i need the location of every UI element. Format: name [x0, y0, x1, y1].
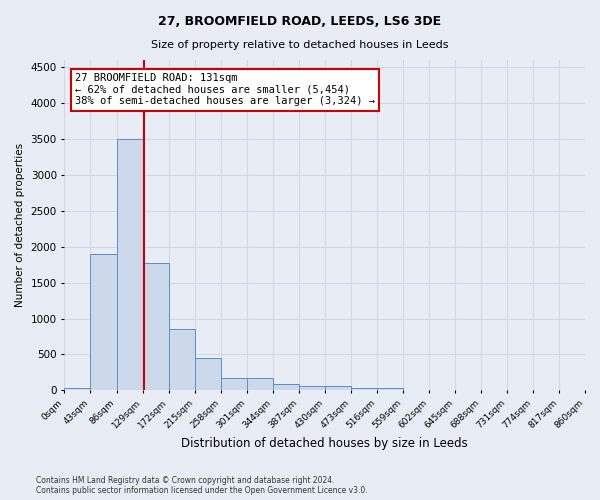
Bar [272, 384, 299, 390]
Bar [247, 378, 272, 390]
Y-axis label: Number of detached properties: Number of detached properties [15, 143, 25, 307]
Bar [143, 263, 169, 390]
Text: Contains HM Land Registry data © Crown copyright and database right 2024.
Contai: Contains HM Land Registry data © Crown c… [36, 476, 368, 495]
X-axis label: Distribution of detached houses by size in Leeds: Distribution of detached houses by size … [181, 437, 468, 450]
Bar [351, 388, 377, 390]
Bar [325, 386, 351, 390]
Bar [194, 358, 221, 390]
Bar [91, 254, 116, 390]
Text: 27 BROOMFIELD ROAD: 131sqm
← 62% of detached houses are smaller (5,454)
38% of s: 27 BROOMFIELD ROAD: 131sqm ← 62% of deta… [75, 73, 375, 106]
Bar [377, 388, 403, 390]
Bar [169, 330, 194, 390]
Bar [116, 139, 143, 390]
Bar [64, 388, 91, 390]
Bar [221, 378, 247, 390]
Text: 27, BROOMFIELD ROAD, LEEDS, LS6 3DE: 27, BROOMFIELD ROAD, LEEDS, LS6 3DE [158, 15, 442, 28]
Text: Size of property relative to detached houses in Leeds: Size of property relative to detached ho… [151, 40, 449, 50]
Bar [299, 386, 325, 390]
